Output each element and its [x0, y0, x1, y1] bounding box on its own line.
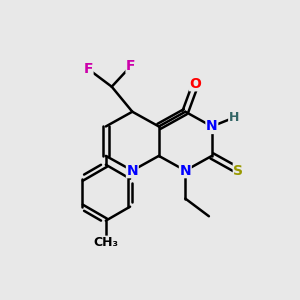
Text: O: O — [190, 77, 202, 91]
Text: N: N — [206, 119, 218, 134]
Text: F: F — [83, 62, 93, 76]
Text: N: N — [127, 164, 138, 178]
Text: CH₃: CH₃ — [93, 236, 118, 249]
Text: H: H — [229, 111, 239, 124]
Text: F: F — [126, 59, 136, 73]
Text: S: S — [233, 164, 243, 178]
Text: N: N — [179, 164, 191, 178]
